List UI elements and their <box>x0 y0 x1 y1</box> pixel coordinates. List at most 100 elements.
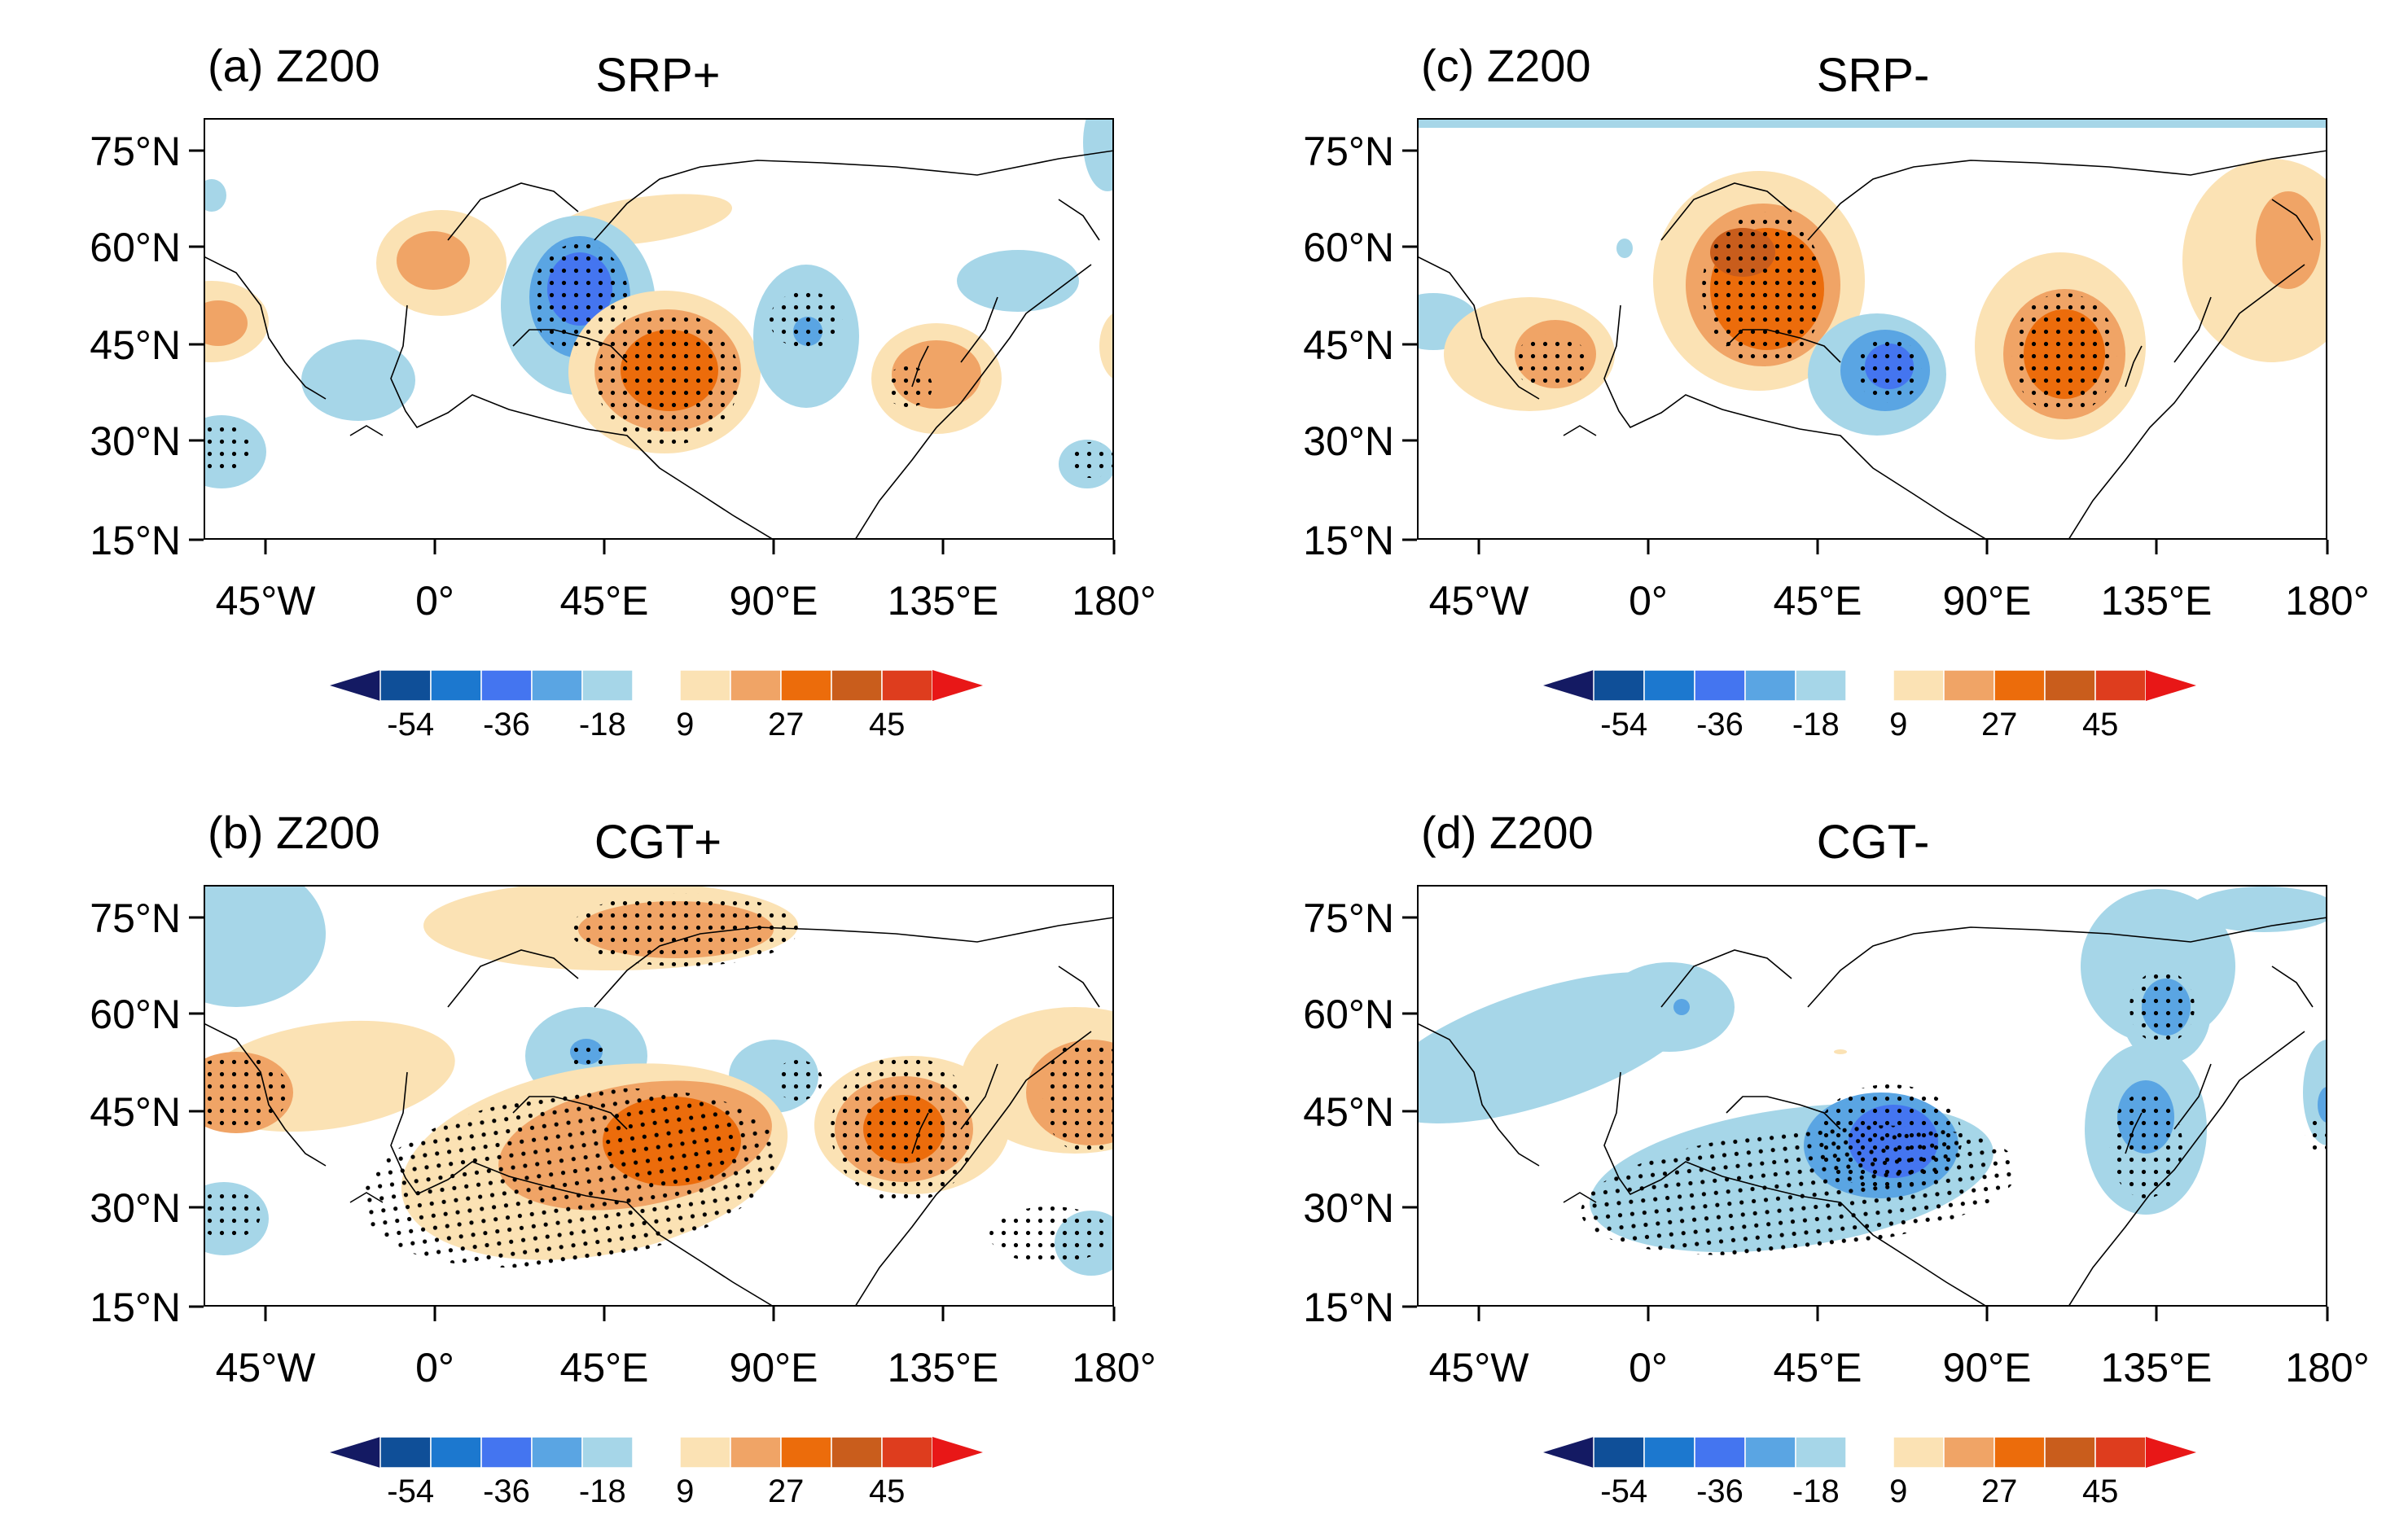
colorbar-swatch <box>730 1436 782 1469</box>
lat-label: 15°N <box>1303 518 1394 563</box>
lon-label: 0° <box>415 1345 454 1390</box>
lon-label: 0° <box>415 578 454 624</box>
colorbar-swatch <box>2094 669 2147 702</box>
colorbar-swatch <box>730 669 782 702</box>
colorbar-swatch <box>1994 669 2046 702</box>
lat-label: 30°N <box>90 418 181 464</box>
colorbar-swatch <box>881 1436 933 1469</box>
panel-d-title: CGT- <box>1817 816 1930 869</box>
colorbar-tick-label: -36 <box>1696 707 1743 742</box>
lat-label: 75°N <box>1303 895 1394 941</box>
colorbar-tick-label: 27 <box>1981 1474 2018 1509</box>
colorbar-arrow-neg <box>330 1437 380 1468</box>
colorbar-tick-label: 45 <box>2082 707 2119 742</box>
colorbar-tick-label: 27 <box>1981 707 2018 742</box>
colorbar-arrow-pos <box>932 670 983 701</box>
lon-label: 0° <box>1629 1345 1668 1390</box>
lat-label: 75°N <box>1303 129 1394 174</box>
lon-label: 90°E <box>1943 1345 2032 1390</box>
colorbar-swatch <box>679 669 731 702</box>
colorbar-tick-label: 9 <box>676 707 694 742</box>
lon-label: 90°E <box>730 578 818 624</box>
panel-c-tag: (c) Z200 <box>1421 40 1591 91</box>
lon-label: 135°E <box>888 1345 999 1390</box>
colorbar-swatch <box>1893 1436 1945 1469</box>
colorbar-swatch <box>1943 669 1995 702</box>
lat-label: 15°N <box>90 1285 181 1330</box>
colorbar-swatch <box>379 1436 432 1469</box>
colorbar-swatch <box>831 1436 883 1469</box>
colorbar-swatch <box>831 669 883 702</box>
lon-label: 45°E <box>1774 1345 1862 1390</box>
colorbar-tick-label: 27 <box>768 1474 805 1509</box>
lon-label: 90°E <box>1943 578 2032 624</box>
colorbar-swatch <box>1643 1436 1695 1469</box>
colorbar-tick-label: -36 <box>1696 1474 1743 1509</box>
colorbar-swatch <box>2094 1436 2147 1469</box>
lat-label: 60°N <box>1303 225 1394 270</box>
colorbar-swatch <box>1744 1436 1796 1469</box>
colorbar-swatch <box>480 669 533 702</box>
colorbar-swatch <box>2044 1436 2096 1469</box>
colorbar-swatch <box>1593 1436 1645 1469</box>
colorbar-swatch <box>780 669 832 702</box>
panel-b: (b) Z200 CGT+ <box>204 807 1114 1307</box>
lat-label: 60°N <box>1303 992 1394 1037</box>
colorbar-tick-label: -36 <box>483 707 530 742</box>
colorbar-swatch <box>2044 669 2096 702</box>
colorbar-arrow-pos <box>2146 1437 2196 1468</box>
panel-c: (c) Z200 SRP- <box>1417 40 2327 540</box>
lon-label: 180° <box>2285 1345 2369 1390</box>
colorbar-arrow-pos <box>932 1437 983 1468</box>
lon-label: 180° <box>1072 578 1156 624</box>
colorbar-swatch <box>1795 669 1847 702</box>
colorbar-tick-label: -54 <box>1600 1474 1647 1509</box>
colorbar-swatch <box>1643 669 1695 702</box>
lon-label: 180° <box>1072 1345 1156 1390</box>
colorbar-swatch <box>1994 1436 2046 1469</box>
colorbar-swatch <box>1694 669 1746 702</box>
lat-label: 30°N <box>1303 1185 1394 1231</box>
lat-label: 45°N <box>1303 322 1394 368</box>
lat-label: 45°N <box>1303 1089 1394 1135</box>
lon-label: 45°W <box>216 578 317 624</box>
colorbar-tick-label: 45 <box>869 707 906 742</box>
colorbar-swatch <box>581 669 634 702</box>
panel-b-map <box>204 885 1114 1307</box>
panel-c-title: SRP- <box>1817 49 1930 102</box>
colorbar-tick-label: -36 <box>483 1474 530 1509</box>
colorbar-swatch <box>430 669 482 702</box>
colorbar-arrow-neg <box>330 670 380 701</box>
colorbar-tick-label: -18 <box>1792 707 1840 742</box>
lon-label: 45°E <box>560 1345 649 1390</box>
lon-label: 0° <box>1629 578 1668 624</box>
colorbar-swatch <box>1694 1436 1746 1469</box>
lon-label: 135°E <box>2101 578 2213 624</box>
colorbar-swatch <box>1593 669 1645 702</box>
colorbar-tick-label: -54 <box>387 1474 434 1509</box>
colorbar-swatch <box>881 669 933 702</box>
colorbar-swatch <box>430 1436 482 1469</box>
lon-label: 45°W <box>216 1345 317 1390</box>
panel-a-title: SRP+ <box>595 49 720 102</box>
colorbar-swatch <box>531 669 583 702</box>
colorbar-tick-label: -18 <box>1792 1474 1840 1509</box>
colorbar-tick-label: 27 <box>768 707 805 742</box>
panel-d: (d) Z200 CGT- <box>1417 807 2327 1307</box>
lat-label: 60°N <box>90 992 181 1037</box>
lon-label: 135°E <box>2101 1345 2213 1390</box>
colorbar-tick-label: -18 <box>579 1474 626 1509</box>
lon-label: 45°W <box>1429 1345 1530 1390</box>
colorbar-swatch <box>379 669 432 702</box>
colorbar-tick-label: 9 <box>1889 707 1907 742</box>
lon-label: 135°E <box>888 578 999 624</box>
lon-label: 45°W <box>1429 578 1530 624</box>
lat-label: 15°N <box>90 518 181 563</box>
colorbar-swatch <box>531 1436 583 1469</box>
panel-a-tag: (a) Z200 <box>208 40 380 91</box>
colorbar-swatch <box>1943 1436 1995 1469</box>
lat-label: 15°N <box>1303 1285 1394 1330</box>
lon-label: 90°E <box>730 1345 818 1390</box>
colorbar-arrow-pos <box>2146 670 2196 701</box>
